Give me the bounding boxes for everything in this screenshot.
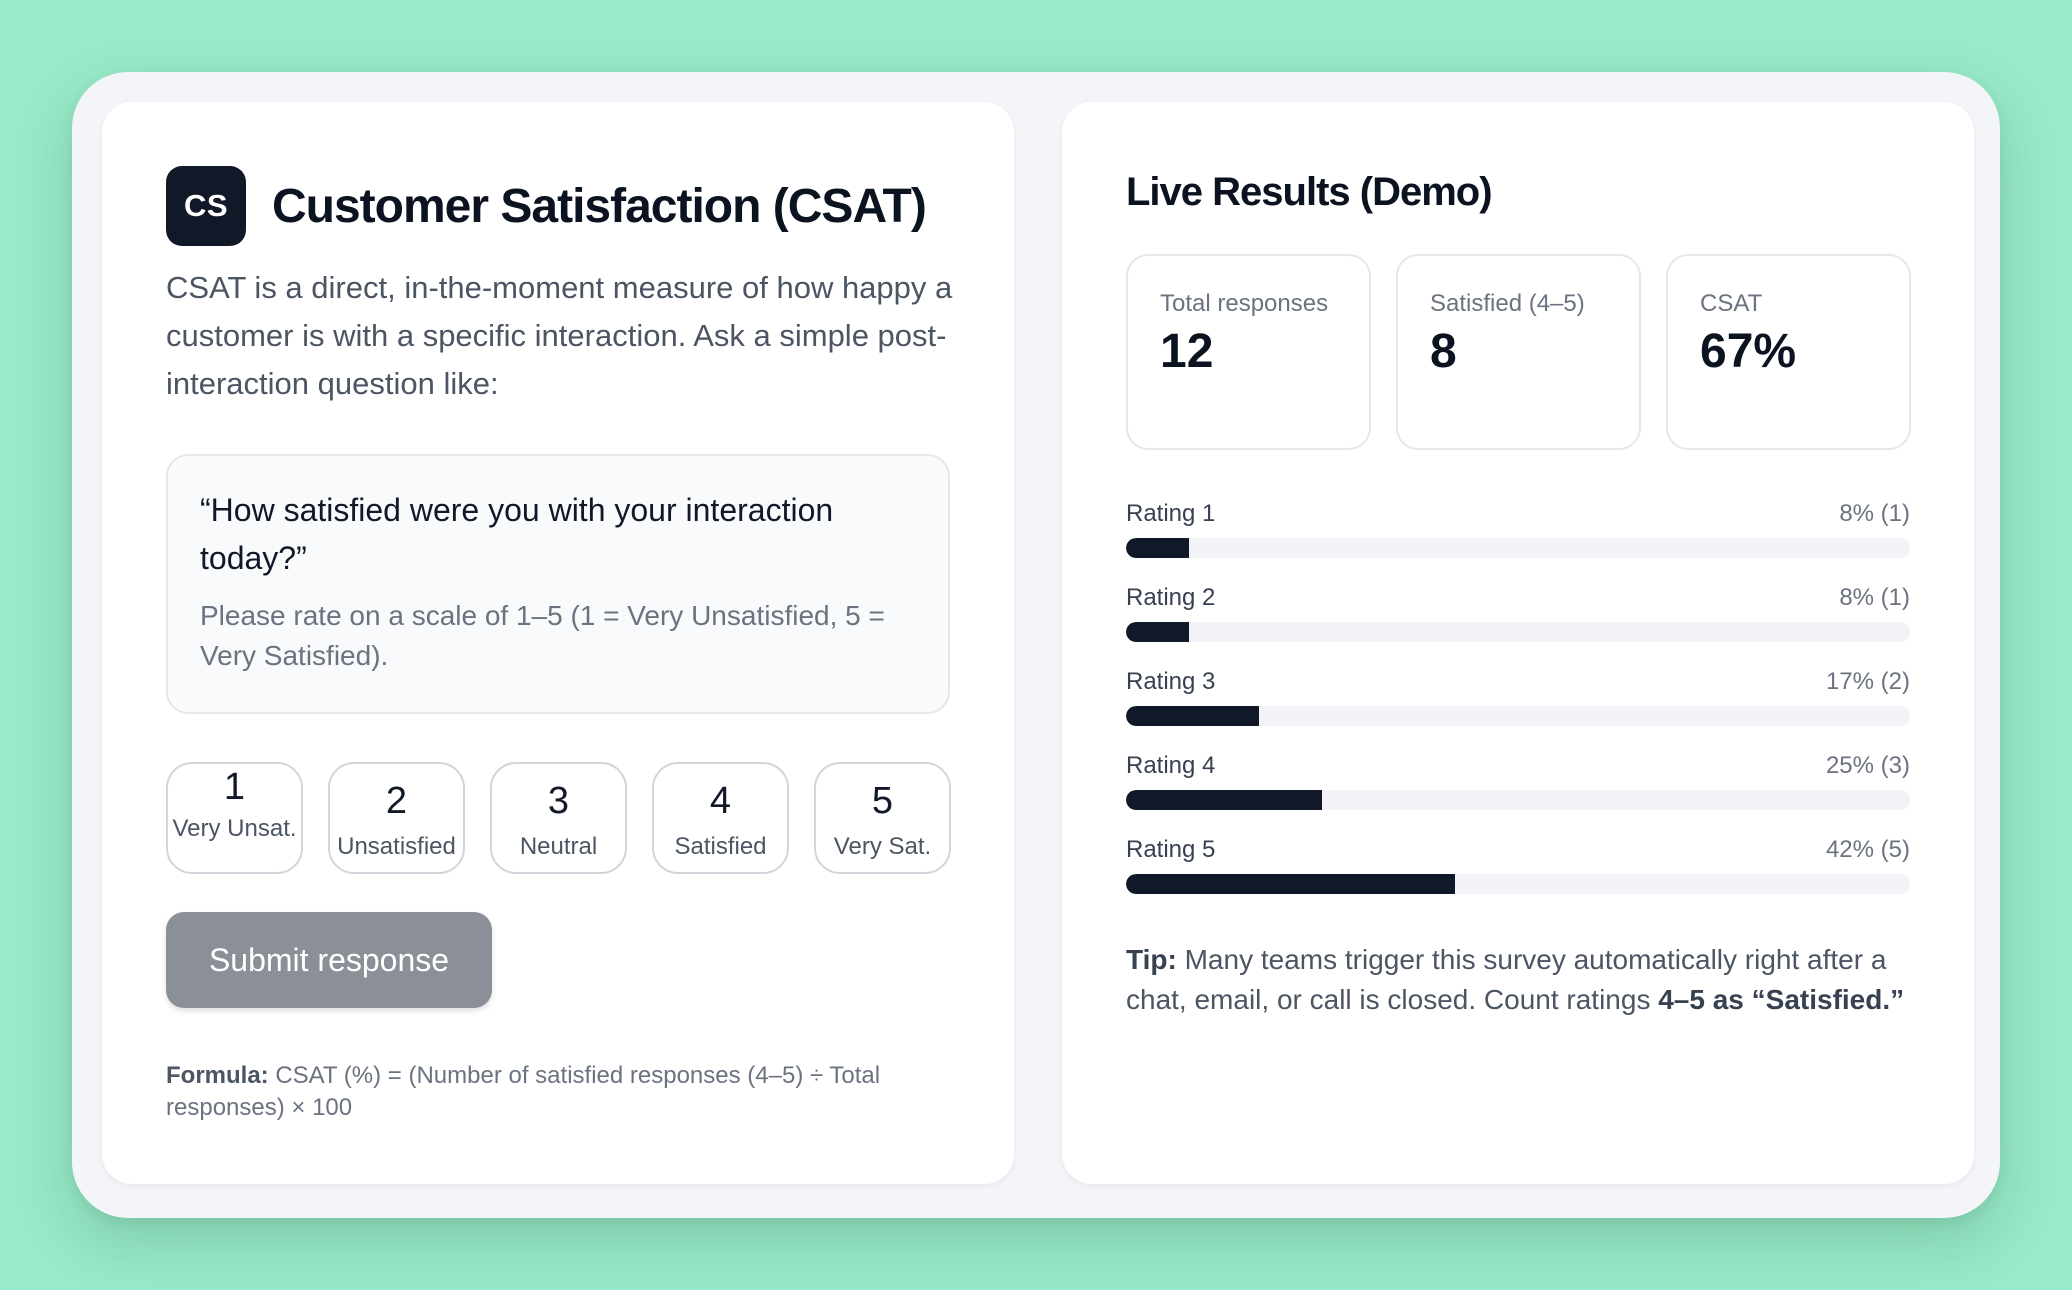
stat-label: Total responses	[1160, 290, 1329, 317]
formula-label: Formula:	[166, 1062, 269, 1089]
rating-distribution: Rating 1 8% (1) Rating 2 8% (1) Rating 3…	[1126, 498, 1910, 918]
distribution-row: Rating 4 25% (3)	[1126, 750, 1910, 834]
intro-text: CSAT is a direct, in-the-moment measure …	[166, 270, 953, 401]
rating-button-4[interactable]: 4 Satisfied	[652, 762, 789, 874]
distribution-label: Rating 4	[1126, 752, 1216, 779]
question-box: “How satisfied were you with your intera…	[166, 454, 950, 714]
page-title: Customer Satisfaction (CSAT)	[272, 179, 927, 233]
tip-text: Many teams trigger this survey automatic…	[1126, 944, 1887, 1015]
survey-header: CS Customer Satisfaction (CSAT)	[166, 166, 927, 246]
distribution-fill	[1126, 622, 1189, 642]
distribution-summary: 8% (1)	[1839, 500, 1910, 527]
stats-row: Total responses 12 Satisfied (4–5) 8 CSA…	[1126, 254, 1911, 450]
distribution-row: Rating 3 17% (2)	[1126, 666, 1910, 750]
distribution-summary: 17% (2)	[1825, 668, 1910, 695]
distribution-summary: 42% (5)	[1825, 836, 1910, 863]
stat-value: 12	[1160, 325, 1214, 378]
stat-satisfied: Satisfied (4–5) 8	[1396, 254, 1641, 450]
distribution-row: Rating 2 8% (1)	[1126, 582, 1910, 666]
distribution-row: Rating 5 42% (5)	[1126, 834, 1910, 918]
distribution-summary: 8% (1)	[1839, 584, 1910, 611]
cs-logo: CS	[166, 166, 246, 246]
stat-label: CSAT	[1700, 290, 1763, 317]
rating-value: 1	[223, 766, 246, 808]
distribution-row: Rating 1 8% (1)	[1126, 498, 1910, 582]
distribution-track	[1126, 874, 1910, 894]
rating-label: Satisfied	[674, 833, 767, 860]
rating-label: Very Unsat.	[172, 815, 297, 842]
distribution-summary: 25% (3)	[1825, 752, 1910, 779]
rating-value: 5	[871, 780, 894, 822]
tip-label: Tip:	[1126, 944, 1177, 975]
distribution-label: Rating 5	[1126, 836, 1216, 863]
tip-emphasis: 4–5 as “Satisfied.”	[1658, 984, 1905, 1015]
stat-value: 8	[1430, 325, 1457, 378]
rating-label: Very Sat.	[833, 833, 932, 860]
stat-label: Satisfied (4–5)	[1430, 290, 1585, 317]
distribution-label: Rating 3	[1126, 668, 1216, 695]
results-card: Live Results (Demo) Total responses 12 S…	[1062, 102, 1974, 1184]
rating-button-1[interactable]: 1 Very Unsat.	[166, 762, 303, 874]
rating-options: 1 Very Unsat. 2 Unsatisfied 3 Neutral 4 …	[166, 762, 951, 874]
rating-label: Unsatisfied	[337, 833, 456, 860]
distribution-track	[1126, 538, 1910, 558]
rating-button-2[interactable]: 2 Unsatisfied	[328, 762, 465, 874]
stat-csat: CSAT 67%	[1666, 254, 1911, 450]
distribution-label: Rating 2	[1126, 584, 1216, 611]
question-hint: Please rate on a scale of 1–5 (1 = Very …	[200, 600, 885, 671]
rating-button-5[interactable]: 5 Very Sat.	[814, 762, 951, 874]
distribution-fill	[1126, 706, 1260, 726]
rating-value: 4	[709, 780, 732, 822]
distribution-label: Rating 1	[1126, 500, 1216, 527]
question-text: “How satisfied were you with your intera…	[200, 492, 834, 576]
distribution-fill	[1126, 874, 1456, 894]
rating-value: 2	[385, 780, 408, 822]
distribution-track	[1126, 706, 1910, 726]
submit-button[interactable]: Submit response	[166, 912, 492, 1008]
formula-note: Formula: CSAT (%) = (Number of satisfied…	[166, 1060, 946, 1124]
distribution-fill	[1126, 538, 1189, 558]
distribution-track	[1126, 622, 1910, 642]
app-shell: CS Customer Satisfaction (CSAT) CSAT is …	[72, 72, 2000, 1218]
distribution-fill	[1126, 790, 1322, 810]
stat-value: 67%	[1700, 325, 1797, 378]
stat-total-responses: Total responses 12	[1126, 254, 1371, 450]
rating-label: Neutral	[519, 833, 598, 860]
survey-card: CS Customer Satisfaction (CSAT) CSAT is …	[102, 102, 1014, 1184]
rating-value: 3	[547, 780, 570, 822]
tip-note: Tip: Many teams trigger this survey auto…	[1126, 940, 1916, 1020]
distribution-track	[1126, 790, 1910, 810]
results-title: Live Results (Demo)	[1126, 170, 1493, 214]
formula-text: CSAT (%) = (Number of satisfied response…	[166, 1062, 881, 1121]
rating-button-3[interactable]: 3 Neutral	[490, 762, 627, 874]
